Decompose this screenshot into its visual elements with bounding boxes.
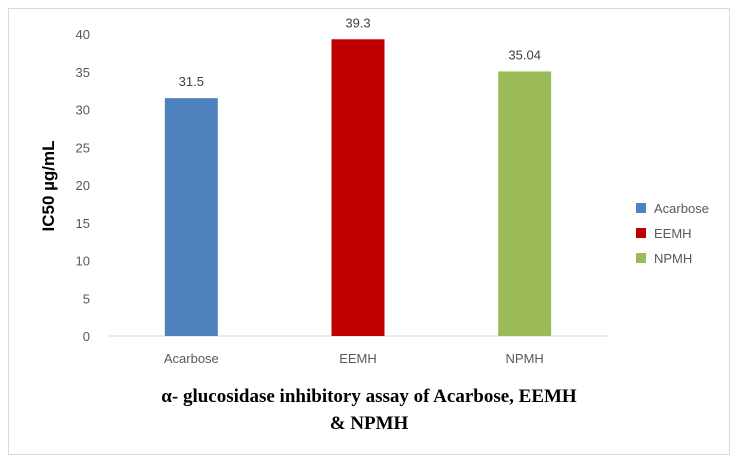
x-tick-label: NPMH xyxy=(506,351,544,366)
y-axis-title: IC50 µg/mL xyxy=(39,140,58,231)
legend-label: NPMH xyxy=(654,251,692,266)
y-axis-ticks: 0 5 10 15 20 25 30 35 40 xyxy=(76,27,90,344)
y-tick-label: 15 xyxy=(76,216,90,231)
bar-acarbose xyxy=(164,98,218,336)
chart-caption-line-2: & NPMH xyxy=(329,413,409,434)
legend-swatch xyxy=(636,253,646,263)
chart-caption-line-1: α- glucosidase inhibitory assay of Acarb… xyxy=(161,386,577,407)
y-tick-label: 10 xyxy=(76,254,90,269)
data-label: 39.3 xyxy=(345,15,370,30)
category-labels: Acarbose EEMH NPMH xyxy=(164,351,544,366)
legend-label: EEMH xyxy=(654,226,692,241)
legend: Acarbose EEMH NPMH xyxy=(636,201,709,266)
y-tick-label: 25 xyxy=(76,140,90,155)
data-labels: 31.5 39.3 35.04 xyxy=(179,15,541,89)
legend-swatch xyxy=(636,228,646,238)
y-tick-label: 5 xyxy=(83,291,90,306)
legend-swatch xyxy=(636,203,646,213)
y-tick-label: 40 xyxy=(76,27,90,42)
y-tick-label: 20 xyxy=(76,178,90,193)
y-tick-label: 30 xyxy=(76,103,90,118)
legend-label: Acarbose xyxy=(654,201,709,216)
x-tick-label: Acarbose xyxy=(164,351,219,366)
x-tick-label: EEMH xyxy=(339,351,377,366)
y-tick-label: 0 xyxy=(83,329,90,344)
data-label: 31.5 xyxy=(179,74,204,89)
bar-npmh xyxy=(498,71,552,336)
bar-eemh xyxy=(331,39,385,336)
bars xyxy=(164,39,552,336)
y-tick-label: 35 xyxy=(76,65,90,80)
data-label: 35.04 xyxy=(508,47,541,62)
